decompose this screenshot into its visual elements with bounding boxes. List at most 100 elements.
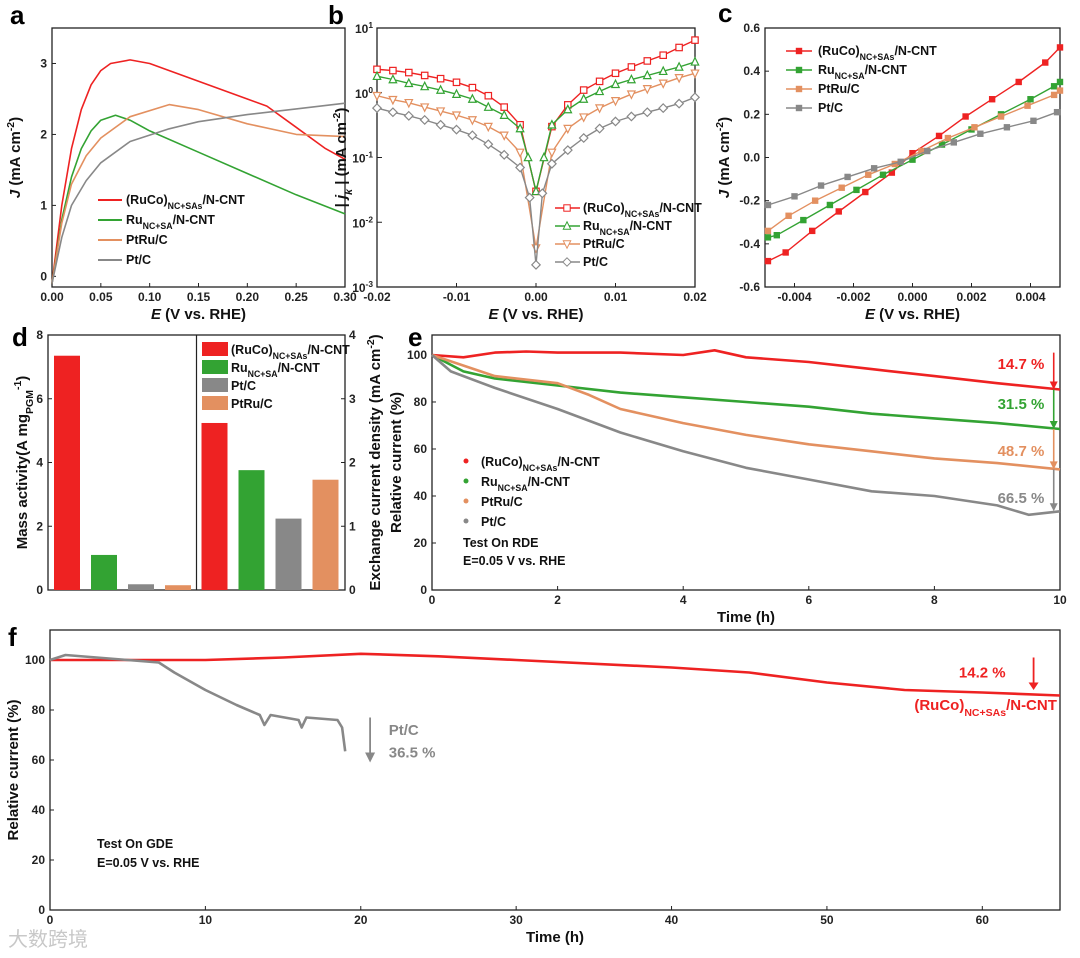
- data-point: [610, 116, 621, 127]
- legend-label: Pt/C: [126, 253, 151, 267]
- data-point: [451, 88, 462, 98]
- series-line-green: [431, 353, 1061, 431]
- data-point: [468, 83, 477, 92]
- data-point: [764, 257, 772, 265]
- text-part: (RuCo): [481, 455, 523, 469]
- bar-mass-activity: [91, 554, 117, 590]
- text-part: /N-CNT: [278, 361, 321, 375]
- data-point: [962, 113, 969, 120]
- y-axis-title: Exchange current density (mA cm-2): [365, 334, 384, 590]
- legend-label: Pt/C: [481, 515, 506, 529]
- data-point: [674, 74, 684, 84]
- y-tick-label: 80: [414, 395, 428, 409]
- x-tick-label: 0.25: [284, 290, 308, 304]
- y-tick-label: 0: [349, 583, 356, 597]
- arrow-head-icon: [1049, 503, 1058, 512]
- legend-label: PtRu/C: [583, 237, 625, 251]
- text-part: | (mA cm: [333, 122, 350, 189]
- data-point: [675, 43, 683, 52]
- y-tick-label: -0.6: [739, 280, 760, 294]
- y-tick-label: 100: [355, 85, 373, 101]
- data-point: [888, 169, 896, 176]
- legend-marker: [562, 257, 572, 267]
- y-tick-label: 100: [25, 653, 45, 667]
- legend-marker: [795, 85, 803, 93]
- data-point: [642, 85, 652, 95]
- arrow-head-icon: [1049, 461, 1058, 470]
- text-part: NC+SA: [835, 71, 866, 81]
- data-point: [658, 65, 668, 76]
- series-label: Pt/C: [389, 722, 419, 739]
- text-part: Pt/C: [389, 722, 419, 739]
- data-point: [435, 84, 446, 94]
- data-point: [467, 93, 478, 103]
- data-point: [944, 134, 952, 142]
- y-tick-label: 0: [40, 269, 47, 283]
- loss-annotation: 66.5 %: [998, 490, 1045, 507]
- data-point: [764, 201, 772, 209]
- data-point: [988, 96, 996, 103]
- arrow-head-icon: [365, 752, 376, 763]
- panel-label-d: d: [12, 322, 28, 352]
- data-point: [897, 158, 904, 166]
- y-axis-title: Mass activity(A mgPGM-1): [12, 376, 36, 550]
- data-point: [1027, 96, 1034, 103]
- text-part: PtRu/C: [481, 495, 523, 509]
- data-point: [389, 66, 397, 75]
- x-axis-title: Time (h): [717, 609, 775, 626]
- text-part: Time (h): [526, 929, 584, 946]
- y-tick-label: 0: [38, 903, 45, 917]
- data-point: [1056, 78, 1064, 86]
- x-tick-label: 30: [509, 913, 523, 927]
- data-point: [1024, 102, 1031, 109]
- legend-label: RuNC+SA/N-CNT: [231, 361, 320, 379]
- data-point: [539, 151, 549, 162]
- data-point: [467, 130, 478, 141]
- data-point: [483, 139, 494, 150]
- y-tick-label: 60: [414, 442, 428, 456]
- data-point: [800, 216, 807, 224]
- data-point: [405, 68, 413, 77]
- y-tick-label: 40: [414, 489, 428, 503]
- x-tick-label: 10: [1053, 593, 1067, 607]
- data-point: [658, 103, 669, 114]
- data-point: [1030, 117, 1037, 125]
- x-tick-label: 0.30: [333, 290, 357, 304]
- x-tick-label: 40: [665, 913, 679, 927]
- data-point: [610, 78, 621, 89]
- y-tick-label: 8: [36, 328, 43, 342]
- arrow-head-icon: [1028, 682, 1039, 690]
- data-point: [435, 107, 446, 117]
- text-part: NC+SAs: [860, 52, 895, 62]
- data-point: [547, 148, 557, 158]
- data-point: [891, 160, 898, 168]
- data-point: [547, 119, 557, 129]
- data-point: [531, 244, 541, 254]
- data-point: [764, 234, 772, 241]
- text-part: |: [333, 199, 350, 207]
- x-tick-label: 0.20: [236, 290, 260, 304]
- x-tick-label: -0.02: [363, 290, 391, 304]
- legend-marker: [562, 240, 572, 250]
- data-point: [817, 182, 825, 189]
- data-point: [387, 107, 398, 118]
- text-part: /N-CNT: [630, 219, 673, 233]
- y-tick-label: 1: [40, 198, 47, 212]
- series-label: (RuCo)NC+SAs/N-CNT: [914, 697, 1057, 719]
- data-point: [483, 101, 493, 111]
- data-point: [579, 113, 589, 123]
- data-point: [643, 57, 652, 65]
- x-axis-title: E (V vs. RHE): [488, 306, 583, 323]
- data-point: [674, 98, 685, 109]
- x-tick-label: 2: [554, 593, 561, 607]
- y-tick-label: 1: [349, 519, 356, 533]
- data-point: [924, 147, 931, 155]
- tick-exponent: -3: [366, 279, 374, 289]
- text-part: Pt/C: [481, 515, 506, 529]
- text-part: J: [7, 189, 24, 198]
- y-axis-title: J (mA cm-2): [714, 117, 733, 198]
- legend-marker: [795, 47, 803, 55]
- y-tick-label: 10-1: [352, 150, 373, 166]
- x-tick-label: 0.02: [683, 290, 707, 304]
